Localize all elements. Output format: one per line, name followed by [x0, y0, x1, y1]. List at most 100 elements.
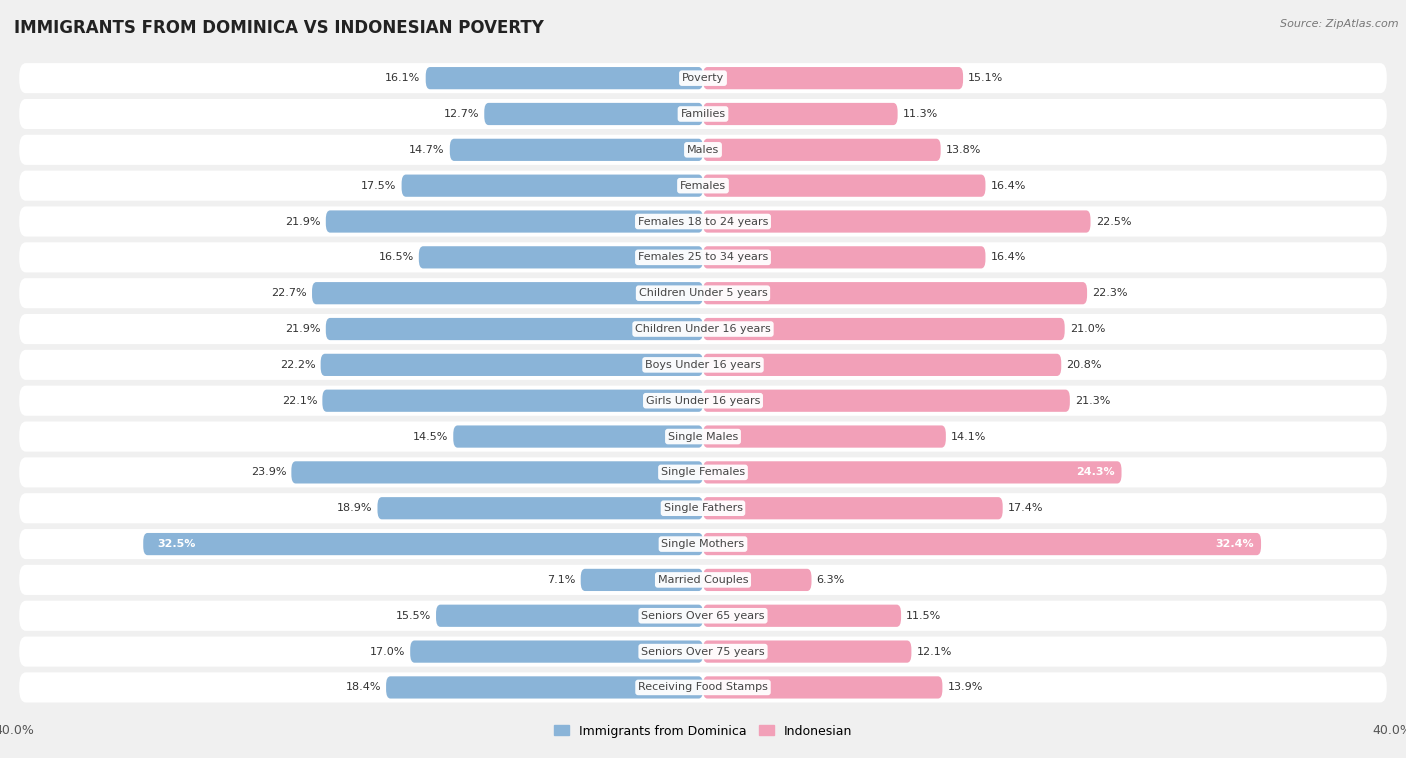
FancyBboxPatch shape: [20, 206, 1386, 236]
Text: 11.5%: 11.5%: [907, 611, 942, 621]
FancyBboxPatch shape: [20, 600, 1386, 631]
Text: 17.4%: 17.4%: [1008, 503, 1043, 513]
Text: 23.9%: 23.9%: [250, 468, 287, 478]
Text: 22.1%: 22.1%: [281, 396, 318, 406]
Text: Girls Under 16 years: Girls Under 16 years: [645, 396, 761, 406]
Text: Boys Under 16 years: Boys Under 16 years: [645, 360, 761, 370]
FancyBboxPatch shape: [703, 568, 811, 591]
FancyBboxPatch shape: [703, 533, 1261, 555]
Text: 12.1%: 12.1%: [917, 647, 952, 656]
FancyBboxPatch shape: [703, 641, 911, 662]
FancyBboxPatch shape: [703, 425, 946, 448]
FancyBboxPatch shape: [377, 497, 703, 519]
Text: Receiving Food Stamps: Receiving Food Stamps: [638, 682, 768, 692]
Text: Families: Families: [681, 109, 725, 119]
Text: 16.5%: 16.5%: [378, 252, 413, 262]
FancyBboxPatch shape: [436, 605, 703, 627]
Text: 16.4%: 16.4%: [991, 180, 1026, 191]
FancyBboxPatch shape: [453, 425, 703, 448]
FancyBboxPatch shape: [322, 390, 703, 412]
FancyBboxPatch shape: [450, 139, 703, 161]
FancyBboxPatch shape: [411, 641, 703, 662]
FancyBboxPatch shape: [20, 63, 1386, 93]
FancyBboxPatch shape: [703, 174, 986, 197]
FancyBboxPatch shape: [703, 497, 1002, 519]
FancyBboxPatch shape: [20, 243, 1386, 272]
Text: Seniors Over 75 years: Seniors Over 75 years: [641, 647, 765, 656]
Text: IMMIGRANTS FROM DOMINICA VS INDONESIAN POVERTY: IMMIGRANTS FROM DOMINICA VS INDONESIAN P…: [14, 19, 544, 37]
FancyBboxPatch shape: [703, 390, 1070, 412]
FancyBboxPatch shape: [20, 349, 1386, 380]
Text: 13.8%: 13.8%: [946, 145, 981, 155]
FancyBboxPatch shape: [581, 568, 703, 591]
FancyBboxPatch shape: [312, 282, 703, 304]
Text: 13.9%: 13.9%: [948, 682, 983, 692]
Text: 17.0%: 17.0%: [370, 647, 405, 656]
Text: Source: ZipAtlas.com: Source: ZipAtlas.com: [1281, 19, 1399, 29]
Text: Children Under 5 years: Children Under 5 years: [638, 288, 768, 298]
Text: 6.3%: 6.3%: [817, 575, 845, 585]
Text: 20.8%: 20.8%: [1066, 360, 1102, 370]
Text: 21.0%: 21.0%: [1070, 324, 1105, 334]
FancyBboxPatch shape: [326, 211, 703, 233]
Text: Married Couples: Married Couples: [658, 575, 748, 585]
Text: 16.4%: 16.4%: [991, 252, 1026, 262]
FancyBboxPatch shape: [426, 67, 703, 89]
FancyBboxPatch shape: [20, 637, 1386, 666]
FancyBboxPatch shape: [20, 278, 1386, 309]
FancyBboxPatch shape: [20, 421, 1386, 452]
Text: 11.3%: 11.3%: [903, 109, 938, 119]
Text: Females 25 to 34 years: Females 25 to 34 years: [638, 252, 768, 262]
Text: 16.1%: 16.1%: [385, 74, 420, 83]
Text: Poverty: Poverty: [682, 74, 724, 83]
FancyBboxPatch shape: [703, 211, 1091, 233]
FancyBboxPatch shape: [703, 676, 942, 699]
FancyBboxPatch shape: [703, 282, 1087, 304]
FancyBboxPatch shape: [20, 99, 1386, 129]
Text: Seniors Over 65 years: Seniors Over 65 years: [641, 611, 765, 621]
Text: 22.5%: 22.5%: [1095, 217, 1132, 227]
Text: Single Mothers: Single Mothers: [661, 539, 745, 549]
FancyBboxPatch shape: [291, 462, 703, 484]
Text: 21.3%: 21.3%: [1076, 396, 1111, 406]
Text: Single Females: Single Females: [661, 468, 745, 478]
Text: 7.1%: 7.1%: [547, 575, 575, 585]
FancyBboxPatch shape: [20, 529, 1386, 559]
Text: Single Males: Single Males: [668, 431, 738, 442]
FancyBboxPatch shape: [703, 462, 1122, 484]
Text: 21.9%: 21.9%: [285, 324, 321, 334]
FancyBboxPatch shape: [387, 676, 703, 699]
Text: 32.4%: 32.4%: [1216, 539, 1254, 549]
Legend: Immigrants from Dominica, Indonesian: Immigrants from Dominica, Indonesian: [548, 719, 858, 743]
FancyBboxPatch shape: [20, 565, 1386, 595]
Text: 14.7%: 14.7%: [409, 145, 444, 155]
Text: Females: Females: [681, 180, 725, 191]
FancyBboxPatch shape: [703, 605, 901, 627]
Text: Females 18 to 24 years: Females 18 to 24 years: [638, 217, 768, 227]
FancyBboxPatch shape: [484, 103, 703, 125]
FancyBboxPatch shape: [703, 103, 897, 125]
Text: 22.2%: 22.2%: [280, 360, 315, 370]
FancyBboxPatch shape: [20, 457, 1386, 487]
FancyBboxPatch shape: [703, 67, 963, 89]
FancyBboxPatch shape: [321, 354, 703, 376]
FancyBboxPatch shape: [703, 354, 1062, 376]
Text: 18.4%: 18.4%: [346, 682, 381, 692]
Text: 18.9%: 18.9%: [337, 503, 373, 513]
FancyBboxPatch shape: [20, 386, 1386, 415]
FancyBboxPatch shape: [402, 174, 703, 197]
Text: 32.5%: 32.5%: [157, 539, 195, 549]
Text: 15.1%: 15.1%: [969, 74, 1004, 83]
Text: 15.5%: 15.5%: [395, 611, 430, 621]
Text: 22.7%: 22.7%: [271, 288, 307, 298]
FancyBboxPatch shape: [703, 318, 1064, 340]
Text: 24.3%: 24.3%: [1076, 468, 1115, 478]
FancyBboxPatch shape: [326, 318, 703, 340]
FancyBboxPatch shape: [20, 672, 1386, 703]
FancyBboxPatch shape: [703, 246, 986, 268]
Text: Males: Males: [688, 145, 718, 155]
FancyBboxPatch shape: [703, 139, 941, 161]
Text: 21.9%: 21.9%: [285, 217, 321, 227]
Text: 17.5%: 17.5%: [361, 180, 396, 191]
FancyBboxPatch shape: [20, 493, 1386, 523]
